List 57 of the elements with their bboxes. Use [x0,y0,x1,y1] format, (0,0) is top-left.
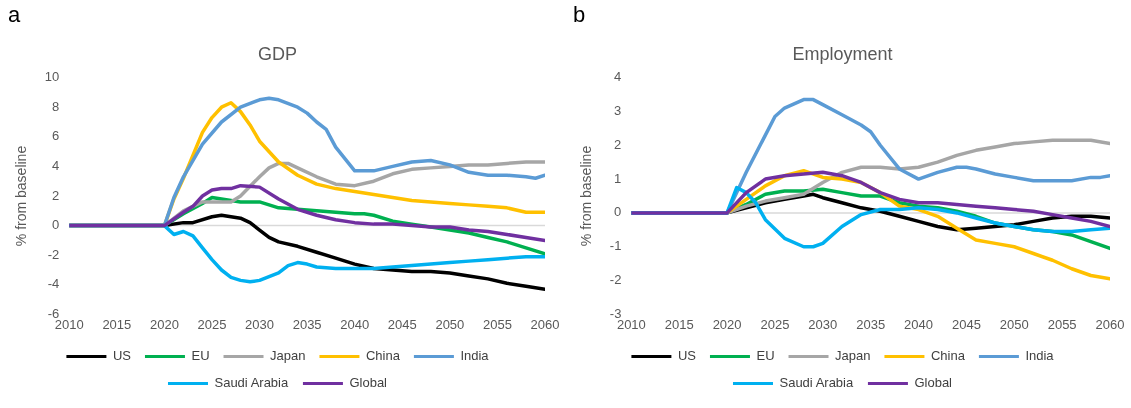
y-axis-title: % from baseline [578,145,595,247]
legend-label: US [112,348,132,364]
y-tick-label: 0 [614,204,622,220]
y-tick-label: 10 [44,69,60,85]
x-tick-label: 2025 [760,316,790,332]
x-tick-label: 2050 [999,316,1029,332]
x-tick-label: 2060 [530,316,560,332]
x-tick-label: 2030 [245,316,275,332]
y-tick-label: -4 [47,276,60,292]
legend-label: Saudi Arabia [214,375,289,391]
y-tick-label: 3 [614,103,622,119]
y-tick-label: 1 [614,170,622,186]
x-tick-label: 2015 [102,316,132,332]
x-tick-label: 2025 [197,316,227,332]
x-tick-label: 2020 [149,316,179,332]
legend-label: Saudi Arabia [779,375,854,391]
y-tick-label: 4 [52,157,60,173]
y-tick-label: 4 [614,69,622,85]
legend-label: India [1025,348,1055,364]
legend-label: China [365,348,401,364]
x-tick-label: 2055 [482,316,512,332]
x-tick-label: 2050 [435,316,465,332]
x-tick-label: 2020 [712,316,742,332]
x-tick-label: 2035 [856,316,886,332]
y-tick-label: 6 [52,128,60,144]
x-tick-label: 2045 [387,316,417,332]
y-tick-label: 2 [614,136,622,152]
legend-label: EU [191,348,210,364]
x-tick-label: 2045 [951,316,981,332]
legend-label: India [460,348,490,364]
y-tick-label: -1 [609,238,622,254]
x-tick-label: 2060 [1095,316,1125,332]
legend-label: China [930,348,966,364]
x-tick-label: 2055 [1047,316,1077,332]
legend-label: EU [756,348,775,364]
x-tick-label: 2040 [340,316,370,332]
chart-title: Employment [792,43,893,64]
y-axis-title: % from baseline [13,145,30,247]
x-tick-label: 2035 [292,316,322,332]
y-tick-label: 2 [52,187,60,203]
y-tick-label: 8 [52,98,60,114]
y-tick-label: -2 [47,246,60,262]
y-tick-label: -2 [609,272,622,288]
y-tick-label: -6 [47,305,60,321]
chart-title: GDP [257,43,298,64]
x-tick-label: 2015 [664,316,694,332]
x-tick-label: 2040 [904,316,933,332]
legend-label: Japan [270,348,306,364]
y-tick-label: -3 [609,305,622,321]
legend-label: US [677,348,697,364]
legend-label: Global [914,375,953,391]
legend-label: Global [349,375,388,391]
text: b [573,2,586,28]
y-tick-label: 0 [52,217,60,233]
legend-label: Japan [835,348,871,364]
text: a [8,2,21,28]
x-tick-label: 2030 [808,316,838,332]
